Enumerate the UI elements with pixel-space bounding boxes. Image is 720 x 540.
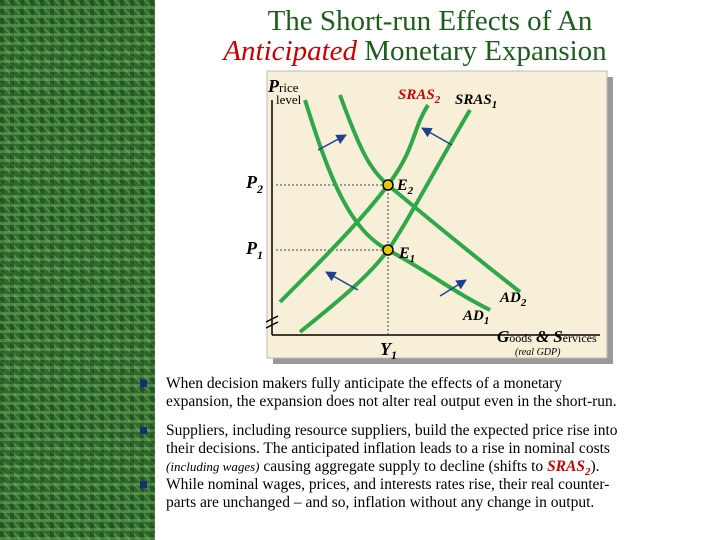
text-line: (including wages) causing aggregate supp… xyxy=(166,458,618,481)
equilibrium-point xyxy=(382,244,394,256)
p1-label: P1 xyxy=(245,238,263,262)
label-sub: 1 xyxy=(257,248,263,262)
label-main: SRAS xyxy=(398,87,435,103)
label-initial: P xyxy=(267,76,280,96)
ad1-label: AD1 xyxy=(462,308,489,327)
p2-label: P2 xyxy=(245,172,263,196)
bullet-text: Suppliers, including resource suppliers,… xyxy=(166,422,618,481)
y-axis-label: level xyxy=(276,92,302,107)
bullet-marker xyxy=(140,427,147,434)
title-line: Anticipated Monetary Expansion xyxy=(221,35,607,67)
label-sub: 1 xyxy=(410,253,416,265)
emphasis-sub: 2 xyxy=(584,466,591,479)
y-axis-label: Price xyxy=(267,76,299,96)
label-main: P xyxy=(245,172,258,192)
decorative-strip xyxy=(0,0,155,540)
sras1-label: SRAS1 xyxy=(455,92,497,111)
label-sub: 1 xyxy=(492,99,498,111)
label-rest: oods xyxy=(509,331,532,345)
x-axis-note: (real GDP) xyxy=(515,347,561,358)
diagram-box xyxy=(266,70,608,359)
text-line: When decision makers fully anticipate th… xyxy=(166,375,563,392)
label-main: SRAS xyxy=(455,92,492,108)
label-sub: 1 xyxy=(484,315,490,327)
label-main: E xyxy=(396,177,408,194)
label-rest: ervices xyxy=(563,331,597,345)
label-rest: rice xyxy=(279,80,299,95)
label-main: AD xyxy=(462,308,484,324)
note: (including wages) xyxy=(166,459,260,474)
text-line: their decisions. The anticipated inflati… xyxy=(166,440,610,457)
title-and-diagram: The Short-run Effects of An Anticipated … xyxy=(221,5,613,364)
axis-break xyxy=(265,315,279,323)
axis-break xyxy=(265,321,279,329)
text-line: parts are unchanged – and so, inflation … xyxy=(166,494,595,511)
y1-label: Y1 xyxy=(380,339,397,362)
label-amp: & xyxy=(536,327,550,346)
text: ). xyxy=(590,458,600,475)
e2-label: E2 xyxy=(396,177,414,197)
text-line: Suppliers, including resource suppliers,… xyxy=(166,422,618,439)
emphasis: SRAS xyxy=(547,458,585,475)
sras2-label: SRAS2 xyxy=(398,87,441,106)
text-line: While nominal wages, prices, and interes… xyxy=(166,476,610,493)
bullet-marker xyxy=(140,380,147,387)
bullet-text: While nominal wages, prices, and interes… xyxy=(166,476,609,512)
label-sub: 2 xyxy=(256,182,263,196)
title-emphasis: Anticipated xyxy=(221,35,357,67)
label-sub: 2 xyxy=(407,185,414,197)
label-main: E xyxy=(398,245,410,262)
shift-arrow xyxy=(325,271,359,291)
bullet-marker xyxy=(140,481,147,488)
shift-arrow xyxy=(439,279,467,297)
equilibrium-point xyxy=(382,179,394,191)
label-main: AD xyxy=(499,290,521,306)
label-initial: S xyxy=(553,327,562,346)
title-line: The Short-run Effects of An xyxy=(268,5,593,37)
label-sub: 2 xyxy=(434,94,441,106)
label-main: P xyxy=(245,238,258,258)
title-rest: Monetary Expansion xyxy=(357,35,607,67)
label-main: Y xyxy=(380,339,393,359)
e1-label: E1 xyxy=(398,245,415,265)
shift-arrow xyxy=(421,127,453,146)
text-line: expansion, the expansion does not alter … xyxy=(166,393,617,410)
label-sub: 1 xyxy=(391,348,397,362)
bullet-text: When decision makers fully anticipate th… xyxy=(166,375,617,411)
label-sub: 2 xyxy=(520,297,527,309)
x-axis-label: Goods & Services xyxy=(497,327,597,346)
ad2-label: AD2 xyxy=(499,290,527,309)
text: causing aggregate supply to decline (shi… xyxy=(259,458,548,475)
label-initial: G xyxy=(497,327,510,346)
shift-arrow xyxy=(317,134,347,151)
